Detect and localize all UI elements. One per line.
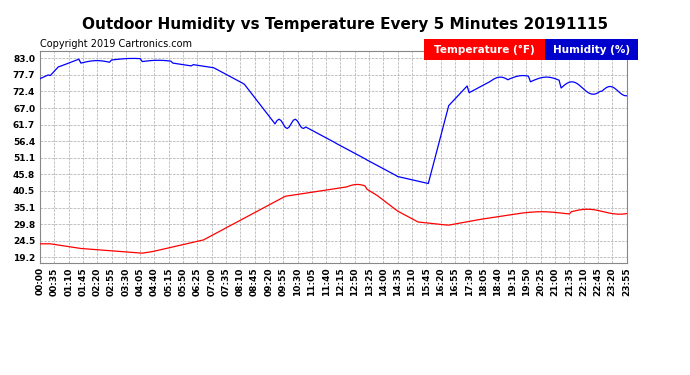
Text: Copyright 2019 Cartronics.com: Copyright 2019 Cartronics.com — [40, 39, 192, 50]
Text: Outdoor Humidity vs Temperature Every 5 Minutes 20191115: Outdoor Humidity vs Temperature Every 5 … — [82, 17, 608, 32]
Text: Humidity (%): Humidity (%) — [553, 45, 630, 55]
Text: Temperature (°F): Temperature (°F) — [434, 45, 535, 55]
